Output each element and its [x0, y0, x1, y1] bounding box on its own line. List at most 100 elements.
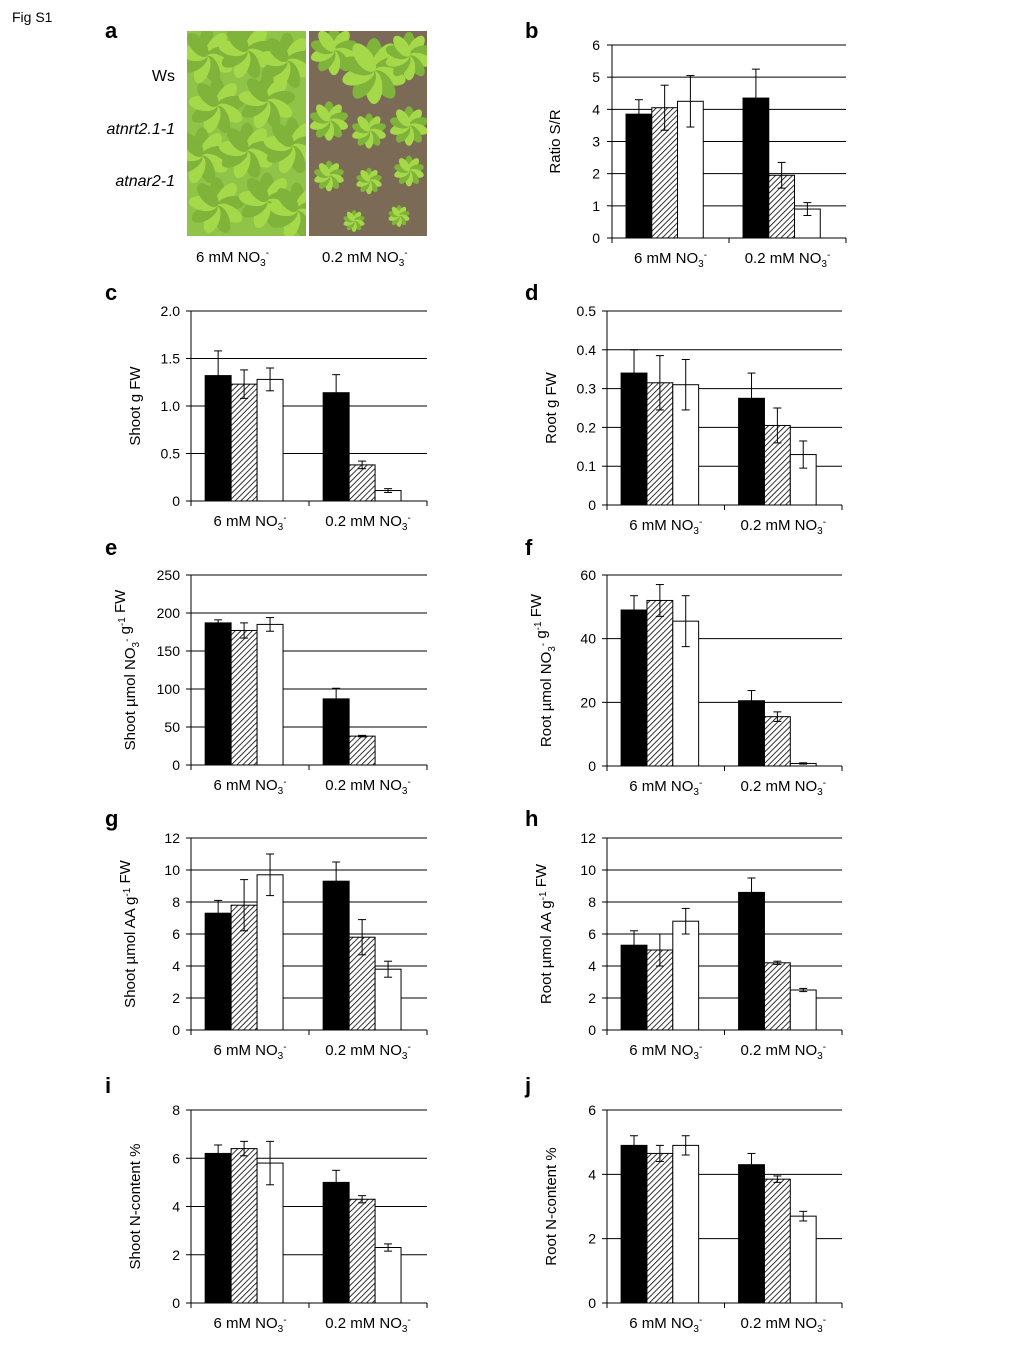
y-tick-label: 60 [580, 567, 596, 583]
leaf [318, 163, 331, 177]
y-tick-label: 200 [157, 605, 181, 621]
category-label: 0.2 mM NO3- [325, 1315, 411, 1335]
y-tick-label: 8 [172, 894, 180, 910]
y-tick-label: 2.0 [161, 303, 181, 319]
leaf [187, 133, 204, 157]
category-label: 6 mM NO3- [629, 1315, 702, 1335]
chart-panel-g: g 0 2 4 6 8 10 12 6 mM NO3- 0.2 mM NO3- Shoot µmol… [105, 806, 428, 1062]
bar [625, 113, 653, 239]
y-axis-label: Ratio S/R [547, 109, 564, 173]
bar [651, 107, 679, 239]
y-tick-label: 2 [592, 166, 600, 182]
y-tick-label: 8 [172, 1102, 180, 1118]
y-axis-label: Shoot N-content % [127, 1144, 144, 1270]
genotype-label-ws: Ws [151, 68, 175, 85]
y-tick-label: 4 [172, 958, 180, 974]
bar [256, 1162, 284, 1304]
y-tick-label: 6 [588, 926, 596, 942]
leaf [272, 123, 294, 147]
leaf [352, 43, 377, 72]
y-tick-label: 0.3 [577, 381, 597, 397]
y-tick-label: 0 [172, 1295, 180, 1311]
y-tick-label: 3 [592, 134, 600, 150]
chart-panel-i: i 0 2 4 6 8 6 mM NO3- 0.2 mM NO3- Shoot N-conten… [105, 1073, 428, 1335]
figure-label: Fig S1 [12, 9, 53, 25]
y-tick-label: 4 [592, 101, 600, 117]
category-label: 6 mM NO3- [629, 778, 702, 798]
leaf [187, 33, 209, 57]
y-tick-label: 4 [172, 1199, 180, 1215]
y-tick-label: 0.1 [577, 458, 597, 474]
plant-photo-low-nitrate [309, 31, 427, 236]
y-tick-label: 0 [588, 1295, 596, 1311]
leaf [360, 169, 370, 182]
bar [620, 609, 648, 767]
leaf [346, 211, 355, 222]
category-label: 6 mM NO3- [629, 517, 702, 537]
category-label: 6 mM NO3- [213, 513, 286, 533]
bar [789, 1215, 817, 1304]
bar [322, 880, 350, 1031]
y-tick-label: 4 [588, 958, 596, 974]
bar [348, 464, 376, 502]
y-tick-label: 0.5 [577, 303, 597, 319]
y-tick-label: 6 [172, 926, 180, 942]
leaf [357, 116, 371, 132]
category-label: 6 mM NO3- [629, 1042, 702, 1062]
y-tick-label: 0 [172, 493, 180, 509]
y-axis-label: Shoot µmol NO3- g-1 FW [112, 589, 142, 751]
panel-letter-f: f [525, 535, 533, 560]
leaf [318, 31, 336, 52]
leaf [227, 31, 249, 52]
plant-photo-high-nitrate [187, 31, 306, 236]
category-label: 6 mM NO3- [213, 777, 286, 797]
bar [256, 874, 284, 1031]
y-tick-label: 0 [588, 758, 596, 774]
bar [204, 622, 232, 766]
panel-letter-c: c [105, 280, 117, 305]
y-tick-label: 12 [164, 830, 180, 846]
chart-panel-e: e 0 50 100 150 200 250 6 mM NO3- 0.2 mM NO3- Shoo… [105, 535, 428, 797]
y-tick-label: 0 [172, 1022, 180, 1038]
leaf [396, 109, 411, 127]
y-tick-label: 10 [580, 862, 596, 878]
y-tick-label: 150 [157, 643, 181, 659]
bar [789, 989, 817, 1031]
category-label: 0.2 mM NO3- [740, 517, 826, 537]
bar [646, 1152, 674, 1304]
leaf [316, 104, 331, 122]
bar [230, 629, 258, 766]
y-tick-label: 1 [592, 198, 600, 214]
chart-panel-h: h 0 2 4 6 8 10 12 6 mM NO3- 0.2 mM NO3- Root µmol … [525, 806, 843, 1062]
y-tick-label: 0 [588, 497, 596, 513]
leaf [197, 183, 219, 207]
category-label: 0.2 mM NO3- [740, 1315, 826, 1335]
panel-letter-e: e [105, 535, 117, 560]
category-label: 6 mM NO3- [213, 1315, 286, 1335]
leaf [393, 35, 411, 57]
bar [620, 1144, 648, 1304]
panel-letter-h: h [525, 806, 538, 831]
category-label: 6 mM NO3- [213, 1042, 286, 1062]
y-tick-label: 8 [588, 894, 596, 910]
category-label: 6 mM NO3- [634, 250, 707, 270]
y-tick-label: 100 [157, 681, 181, 697]
y-tick-label: 250 [157, 567, 181, 583]
y-tick-label: 50 [164, 719, 180, 735]
leaf [227, 128, 249, 152]
y-tick-label: 2 [588, 990, 596, 1006]
y-tick-label: 4 [588, 1166, 596, 1182]
y-tick-label: 0 [592, 230, 600, 246]
panel-letter-i: i [105, 1073, 111, 1098]
bar [204, 912, 232, 1031]
category-label: 0.2 mM NO3- [325, 513, 411, 533]
bar [374, 1247, 402, 1304]
photo-caption-0.2mM: 0.2 mM NO3- [322, 248, 408, 269]
leaf [277, 188, 299, 212]
bar [763, 1178, 791, 1304]
y-tick-label: 5 [592, 69, 600, 85]
y-tick-label: 6 [592, 37, 600, 53]
bar [672, 920, 700, 1031]
photo-caption-6mM: 6 mM NO3- [196, 248, 270, 269]
bar [348, 1198, 376, 1304]
